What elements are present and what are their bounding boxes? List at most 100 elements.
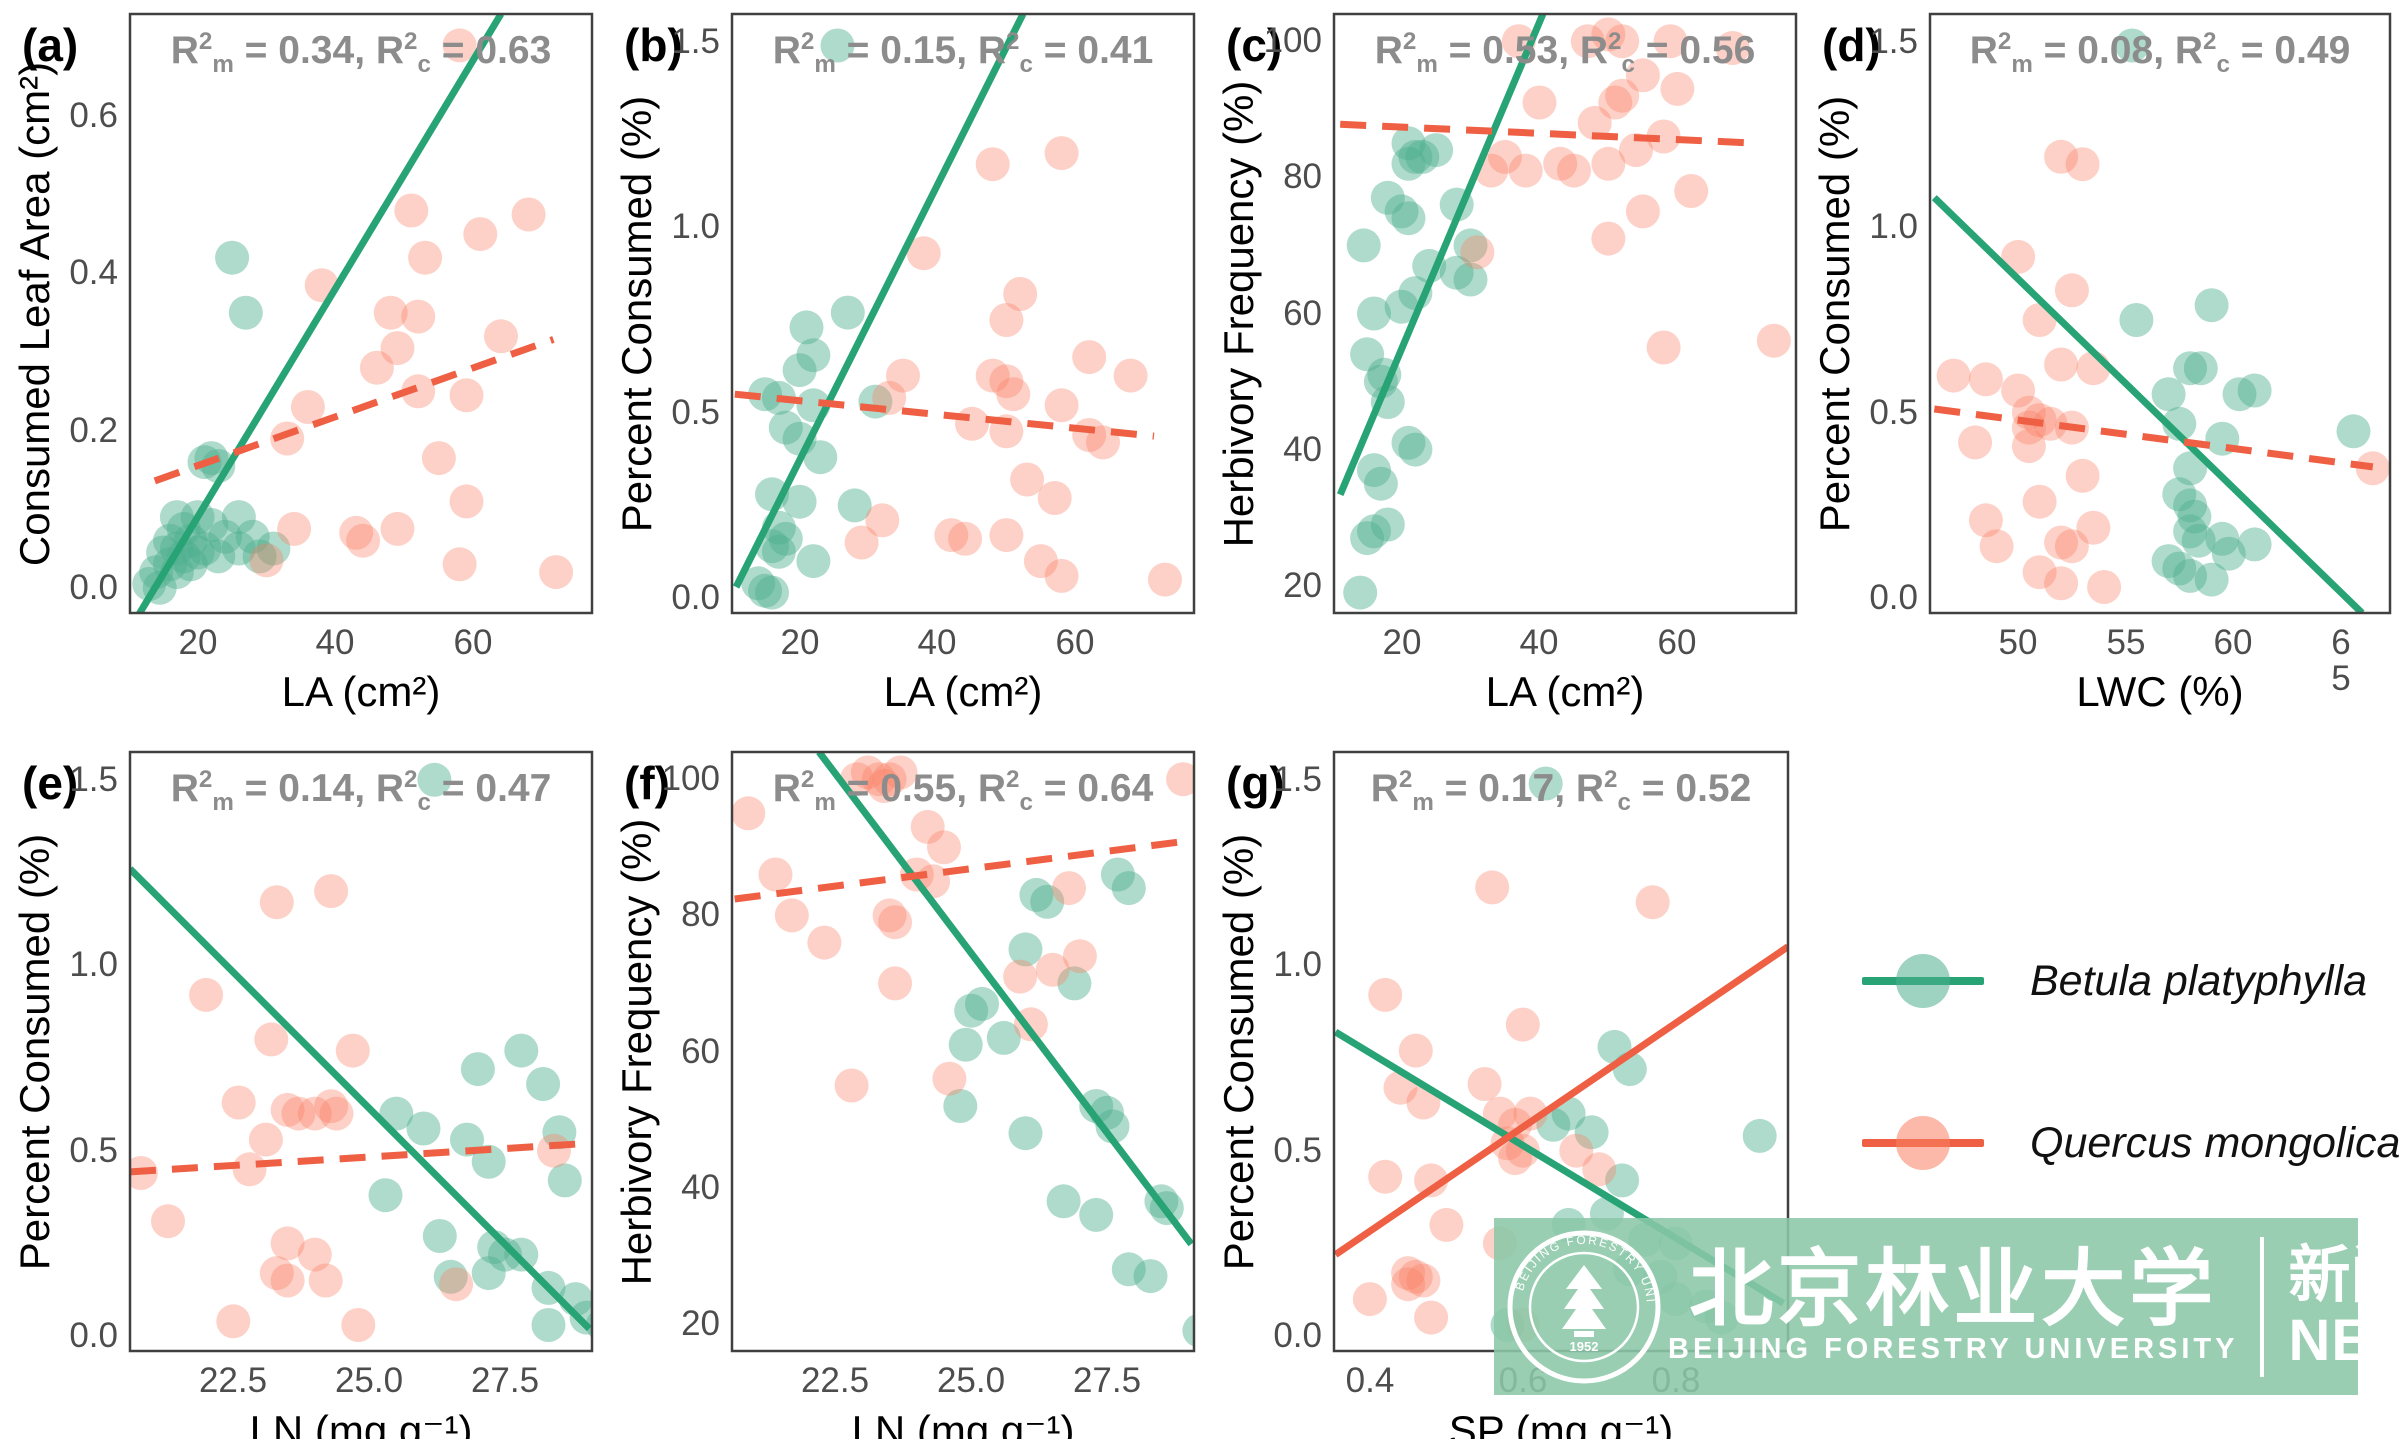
data-point-betula xyxy=(2162,477,2197,512)
y-tick-label: 1.5 xyxy=(1869,22,1918,61)
data-point-quercus xyxy=(1635,885,1670,920)
data-point-quercus xyxy=(1582,1152,1617,1187)
data-point-quercus xyxy=(2087,570,2122,604)
data-point-betula xyxy=(1742,1118,1777,1153)
y-tick-label: 1.5 xyxy=(1273,760,1322,799)
data-point-quercus xyxy=(314,1089,349,1124)
data-point-quercus xyxy=(934,518,969,553)
y-tick-label: 40 xyxy=(681,1168,720,1207)
data-point-quercus xyxy=(1467,1067,1502,1101)
data-point-betula xyxy=(2119,303,2154,337)
data-point-quercus xyxy=(221,1085,256,1120)
data-point-quercus xyxy=(2076,510,2111,545)
data-point-quercus xyxy=(297,1096,332,1131)
trend-line-quercus xyxy=(1334,943,1788,1258)
data-point-betula xyxy=(2237,527,2272,562)
data-point-betula xyxy=(256,531,291,566)
data-point-betula xyxy=(1019,877,1054,912)
data-point-quercus xyxy=(2033,406,2068,441)
data-point-quercus xyxy=(1072,340,1107,375)
data-point-quercus xyxy=(989,364,1024,399)
data-point-quercus xyxy=(1591,146,1626,181)
panel-b-plot-area xyxy=(732,14,1182,610)
y-tick-label: 1.0 xyxy=(671,207,720,246)
y-tick-label: 40 xyxy=(1283,430,1322,469)
r2-annotation-f: R2m = 0.55, R2c = 0.64 xyxy=(772,766,1154,816)
data-point-betula xyxy=(2181,523,2216,558)
data-point-quercus xyxy=(401,299,436,334)
data-point-betula xyxy=(1528,766,1563,801)
data-point-betula xyxy=(173,547,208,582)
data-point-betula xyxy=(1439,255,1474,290)
x-axis-title-c: LA (cm²) xyxy=(1485,668,1645,715)
y-tick-label: 0.4 xyxy=(69,253,118,292)
legend-swatch-quercus xyxy=(1862,1115,1984,1171)
data-point-betula xyxy=(782,484,817,519)
data-point-betula xyxy=(1398,139,1433,174)
data-point-betula xyxy=(221,531,256,566)
y-tick-label: 0.0 xyxy=(1273,1316,1322,1355)
data-point-quercus xyxy=(1035,952,1070,987)
data-point-quercus xyxy=(1062,939,1097,974)
data-point-quercus xyxy=(1619,133,1653,168)
data-point-betula xyxy=(943,1089,978,1123)
data-point-betula xyxy=(2211,536,2246,571)
seal-year: 1952 xyxy=(1570,1339,1599,1354)
data-point-quercus xyxy=(463,217,498,252)
data-point-betula xyxy=(2194,288,2229,323)
data-point-betula xyxy=(796,544,831,579)
data-point-quercus xyxy=(955,406,989,441)
data-point-quercus xyxy=(1958,425,1993,460)
data-point-quercus xyxy=(932,1061,967,1096)
data-point-betula xyxy=(1079,1197,1114,1232)
data-point-betula xyxy=(1095,1109,1130,1144)
data-point-betula xyxy=(1100,857,1135,892)
data-point-betula xyxy=(1357,296,1391,331)
data-point-quercus xyxy=(1391,1267,1426,1302)
data-point-betula xyxy=(1057,966,1092,1001)
data-point-betula xyxy=(1133,1259,1168,1294)
data-point-quercus xyxy=(539,555,574,590)
y-tick-label: 1.0 xyxy=(69,945,118,984)
data-point-quercus xyxy=(2054,529,2089,564)
data-point-quercus xyxy=(975,358,1010,393)
y-tick-label: 0.0 xyxy=(1869,578,1918,617)
data-point-betula xyxy=(526,1067,561,1101)
data-point-quercus xyxy=(861,762,896,797)
data-point-betula xyxy=(768,410,803,445)
panel-label-c: (c) xyxy=(1226,19,1283,71)
data-point-quercus xyxy=(1429,1207,1464,1242)
data-point-quercus xyxy=(886,358,920,393)
quercus-point-icon xyxy=(1896,1116,1950,1170)
data-point-betula xyxy=(542,1115,577,1150)
data-point-betula xyxy=(1453,262,1488,297)
data-point-quercus xyxy=(314,874,349,909)
trend-line-quercus xyxy=(130,1139,590,1176)
data-point-quercus xyxy=(834,1068,869,1103)
data-point-betula xyxy=(2151,377,2186,412)
data-point-quercus xyxy=(844,525,879,560)
r2-annotation-d: R2m = 0.08, R2c = 0.49 xyxy=(1969,28,2351,78)
x-tick-label: 20 xyxy=(178,623,218,662)
panel-c-plot-area xyxy=(1336,14,1791,610)
data-point-quercus xyxy=(1513,1096,1548,1131)
university-name-english: BEIJING FORESTRY UNIVERSITY xyxy=(1668,1333,2239,1365)
legend-item-quercus: Quercus mongolica xyxy=(1862,1115,2400,1171)
data-point-quercus xyxy=(1660,71,1695,106)
data-point-quercus xyxy=(927,830,961,865)
data-point-quercus xyxy=(1037,481,1072,515)
y-tick-label: 1.0 xyxy=(1273,945,1322,984)
trend-line-betula xyxy=(732,14,1027,589)
data-point-betula xyxy=(1350,521,1385,556)
data-point-betula xyxy=(748,573,783,608)
data-point-quercus xyxy=(1044,558,1079,593)
x-tick-label: 25.0 xyxy=(334,1361,404,1400)
data-point-betula xyxy=(1384,289,1419,324)
legend-label-quercus: Quercus mongolica xyxy=(2030,1118,2400,1167)
data-point-quercus xyxy=(511,197,546,232)
news-label-chinese: 新闻 xyxy=(2288,1237,2400,1311)
data-point-quercus xyxy=(346,523,381,558)
panel-label-b: (b) xyxy=(624,19,683,71)
data-point-quercus xyxy=(850,755,885,790)
data-point-betula xyxy=(2173,351,2208,386)
